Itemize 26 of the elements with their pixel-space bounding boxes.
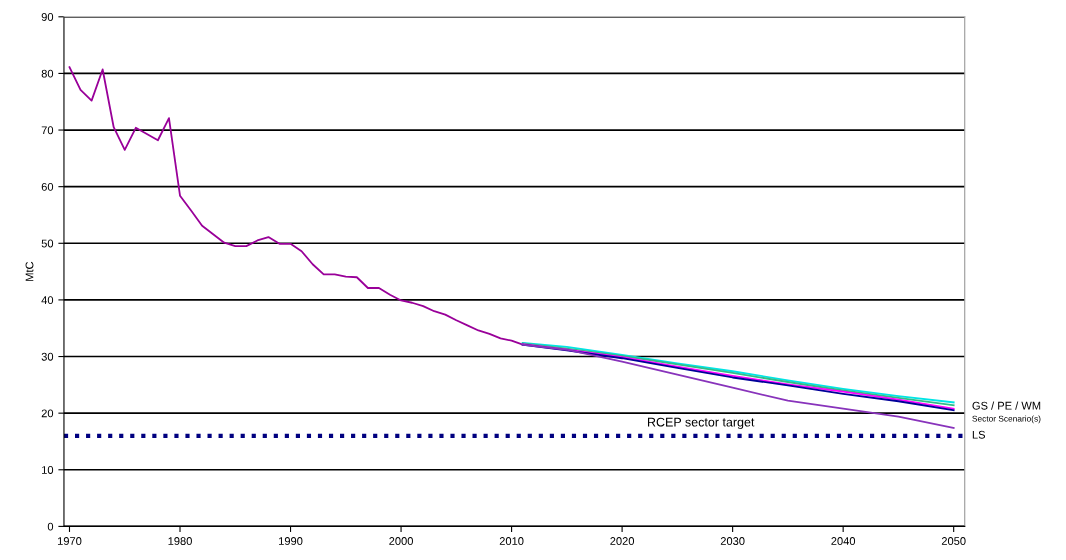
x-tick-label: 2010 bbox=[499, 537, 524, 545]
text: GS / PE / WM bbox=[972, 401, 1041, 410]
x-tick-label: 2030 bbox=[720, 537, 745, 545]
y-tick-label: 50 bbox=[41, 239, 54, 248]
line-series bbox=[521, 343, 955, 429]
ref-line-label: RCEP sector target bbox=[648, 417, 755, 430]
y-tick-label: 0 bbox=[47, 522, 54, 531]
x-tick-label: 1990 bbox=[279, 537, 303, 545]
y-tick-label: 90 bbox=[41, 13, 54, 21]
y-axis-title: MtC bbox=[25, 261, 34, 281]
y-tick-label: 20 bbox=[41, 409, 54, 418]
x-tick-label: 1980 bbox=[168, 537, 192, 545]
x-tick-label: 2000 bbox=[389, 537, 413, 545]
y-tick-label: 60 bbox=[41, 182, 54, 191]
x-tick-label: 2020 bbox=[610, 537, 635, 545]
y-tick-label: 80 bbox=[41, 69, 54, 78]
line-series bbox=[68, 66, 524, 346]
x-tick-label: 1970 bbox=[57, 537, 82, 545]
y-tick-label: 40 bbox=[41, 296, 54, 305]
x-tick-label: 2040 bbox=[831, 537, 856, 545]
y-tick-label: 10 bbox=[42, 466, 54, 474]
x-tick-label: 2050 bbox=[941, 537, 966, 545]
y-tick-label: 30 bbox=[41, 352, 54, 361]
text: Sector Scenario(s) bbox=[972, 415, 1041, 424]
y-tick-label: 70 bbox=[41, 126, 54, 135]
text: LS bbox=[972, 430, 986, 439]
